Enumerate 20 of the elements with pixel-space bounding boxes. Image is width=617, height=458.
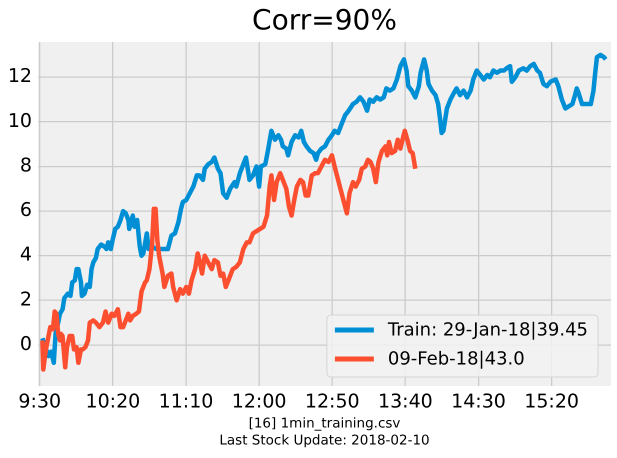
y-tick-label: 10 [8,110,32,132]
text: [16] 1min_training.csv [248,416,400,432]
legend-label: Train: 29-Jan-18|39.45 [386,320,588,341]
x-tick-label: 13:40 [378,390,433,412]
x-tick-label: 12:50 [304,390,360,412]
text: Last Stock Update: 2018-02-10 [219,432,430,448]
y-tick-label: 12 [8,65,32,88]
y-tick-label: 8 [20,154,32,176]
y-tick-label: 6 [20,199,32,222]
x-tick-label: 10:20 [85,390,140,412]
chart-title: Corr=90% [252,3,397,36]
x-tick-label: 12:00 [232,390,287,412]
y-tick-label: 4 [20,244,32,266]
x-tick-label: 15:20 [524,390,580,412]
x-tick-label: 11:10 [158,390,214,412]
x-tick-label: 9:30 [18,390,62,412]
y-tick-label: 2 [20,288,32,310]
y-tick-label: 0 [20,332,32,355]
legend-label: 09-Feb-18|43.0 [388,348,525,370]
x-tick-label: 14:30 [451,390,506,412]
